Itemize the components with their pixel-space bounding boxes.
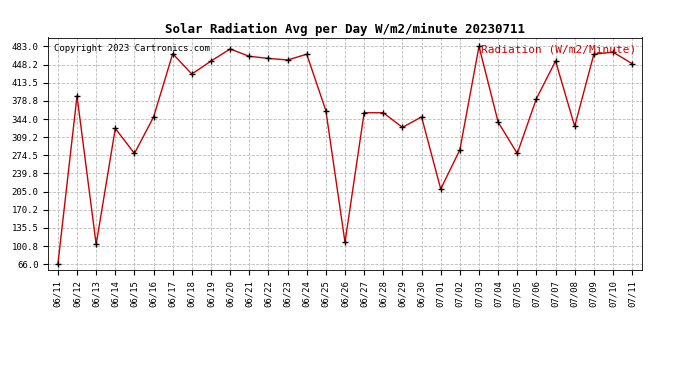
Text: Radiation (W/m2/Minute): Radiation (W/m2/Minute) <box>480 45 635 54</box>
Title: Solar Radiation Avg per Day W/m2/minute 20230711: Solar Radiation Avg per Day W/m2/minute … <box>165 23 525 36</box>
Text: Copyright 2023 Cartronics.com: Copyright 2023 Cartronics.com <box>55 45 210 54</box>
